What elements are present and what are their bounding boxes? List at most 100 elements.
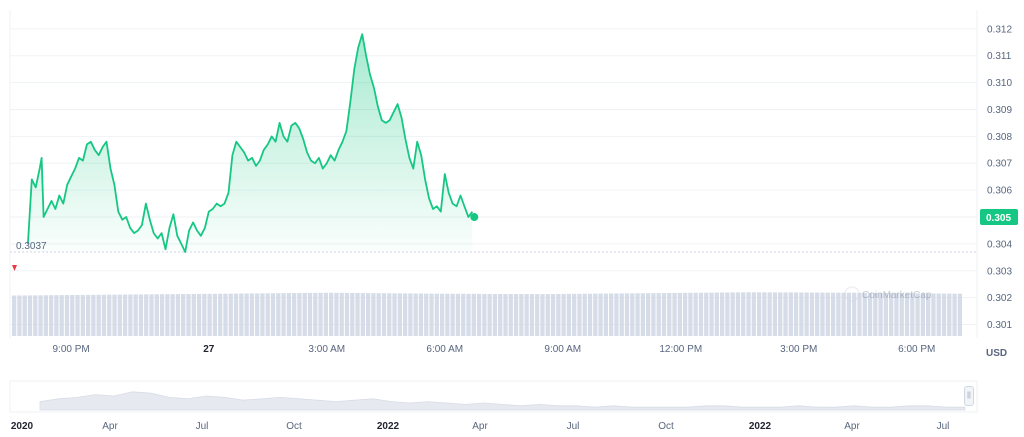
volume-bar xyxy=(397,293,402,336)
volume-bar xyxy=(894,293,899,336)
volume-bar xyxy=(646,293,651,336)
volume-bar xyxy=(651,293,656,336)
price-area xyxy=(27,33,474,253)
volume-bar xyxy=(524,294,529,336)
volume-bar xyxy=(598,293,603,336)
volume-bar xyxy=(91,294,96,336)
volume-bar xyxy=(519,294,524,336)
volume-bar xyxy=(33,295,38,336)
volume-bar xyxy=(640,293,645,336)
current-price-dot xyxy=(470,213,479,222)
volume-bar xyxy=(915,293,920,336)
y-axis: 0.301 0.302 0.303 0.304 0.305 0.306 0.307 0.308… xyxy=(987,24,1012,331)
volume-bar xyxy=(466,293,471,336)
volume-bar xyxy=(788,292,793,336)
volume-bar xyxy=(550,294,556,336)
volume-bar xyxy=(756,292,762,336)
volume-bar xyxy=(793,292,799,336)
volume-bar xyxy=(873,292,878,336)
volume-bar xyxy=(910,293,915,336)
navigator-tick-label: Oct xyxy=(658,421,674,432)
volume-bar xyxy=(698,292,704,336)
volume-bar xyxy=(471,293,476,336)
volume-bar xyxy=(12,295,17,336)
volume-bar xyxy=(804,292,809,336)
navigator-tick-label: Apr xyxy=(102,421,118,432)
volume-bar xyxy=(799,292,804,336)
volume-bar xyxy=(64,295,70,336)
volume-bar xyxy=(112,294,117,336)
volume-bar xyxy=(59,295,64,336)
navigator-tick-label: Oct xyxy=(286,421,302,432)
volume-bar xyxy=(767,292,772,336)
volume-bar xyxy=(957,293,962,336)
volume-bar xyxy=(825,292,830,336)
navigator-tick-label: 2022 xyxy=(749,421,772,432)
volume-bar xyxy=(899,293,904,336)
volume-bar xyxy=(609,293,614,336)
navigator[interactable]: 2020 Apr Jul Oct 2022 Apr Jul Oct 2022 Apr Jul xyxy=(9,380,978,432)
volume-bar xyxy=(281,293,286,336)
navigator-handle[interactable]: || xyxy=(964,386,974,406)
y-tick-label: 0.309 xyxy=(987,105,1012,116)
volume-bar xyxy=(582,293,587,336)
volume-bar xyxy=(656,293,661,336)
volume-bar xyxy=(889,293,894,336)
volume-bar xyxy=(80,294,85,336)
volume-bar xyxy=(883,293,889,336)
volume-bar xyxy=(418,293,424,336)
volume-bar xyxy=(381,293,387,336)
volume-bar xyxy=(313,292,318,336)
volume-bar xyxy=(630,293,635,336)
volume-bar xyxy=(228,293,233,336)
volume-bar xyxy=(677,292,682,336)
volume-bar xyxy=(96,294,101,336)
volume-bar xyxy=(365,293,371,336)
volume-bar xyxy=(587,293,593,336)
volume-bar xyxy=(936,293,941,336)
volume-bar xyxy=(719,292,725,336)
watermark-text: CoinMarketCap xyxy=(862,290,932,301)
volume-bar xyxy=(70,295,75,336)
volume-bar xyxy=(413,293,418,336)
volume-bar xyxy=(371,293,376,336)
volume-bar xyxy=(461,293,466,336)
volume-bar xyxy=(682,292,688,336)
volume-bar xyxy=(128,294,133,336)
y-tick-label: 0.311 xyxy=(987,51,1012,62)
y-tick-label: 0.303 xyxy=(987,266,1012,277)
volume-bar xyxy=(746,292,751,336)
grid-lines xyxy=(9,10,978,338)
navigator-tick-label: Apr xyxy=(844,421,860,432)
current-price-badge xyxy=(980,209,1018,226)
volume-bar xyxy=(207,293,212,336)
volume-bar xyxy=(223,293,228,336)
x-tick-label: 3:00 PM xyxy=(780,344,817,355)
navigator-tick-label: 2022 xyxy=(377,421,400,432)
start-marker-icon xyxy=(12,265,17,271)
watermark-icon xyxy=(844,286,860,302)
volume-bar xyxy=(857,292,862,336)
volume-bar xyxy=(75,294,80,336)
volume-bar xyxy=(778,292,783,336)
volume-bar xyxy=(603,293,609,336)
price-markers: 0.3037 0.305 CoinMarketCap xyxy=(10,209,1018,302)
watermark-logo: CoinMarketCap xyxy=(844,286,932,302)
volume-bar xyxy=(297,293,302,336)
volume-bar xyxy=(196,293,202,336)
volume-bar xyxy=(593,293,598,336)
volume-bar xyxy=(714,292,719,336)
x-axis: 9:00 PM 27 3:00 AM 6:00 AM 9:00 AM 12:00 PM 3:… xyxy=(53,344,936,355)
y-tick-label: 0.310 xyxy=(987,78,1012,89)
volume-bar xyxy=(487,293,492,336)
volume-bar xyxy=(360,293,365,336)
volume-bar xyxy=(693,292,698,336)
volume-bar xyxy=(852,292,857,336)
volume-bar xyxy=(149,294,154,336)
volume-bar xyxy=(762,292,767,336)
x-tick-label: 3:00 AM xyxy=(308,344,345,355)
x-tick-label: 9:00 PM xyxy=(53,344,90,355)
volume-bar xyxy=(429,293,434,336)
volume-bar xyxy=(181,294,186,336)
